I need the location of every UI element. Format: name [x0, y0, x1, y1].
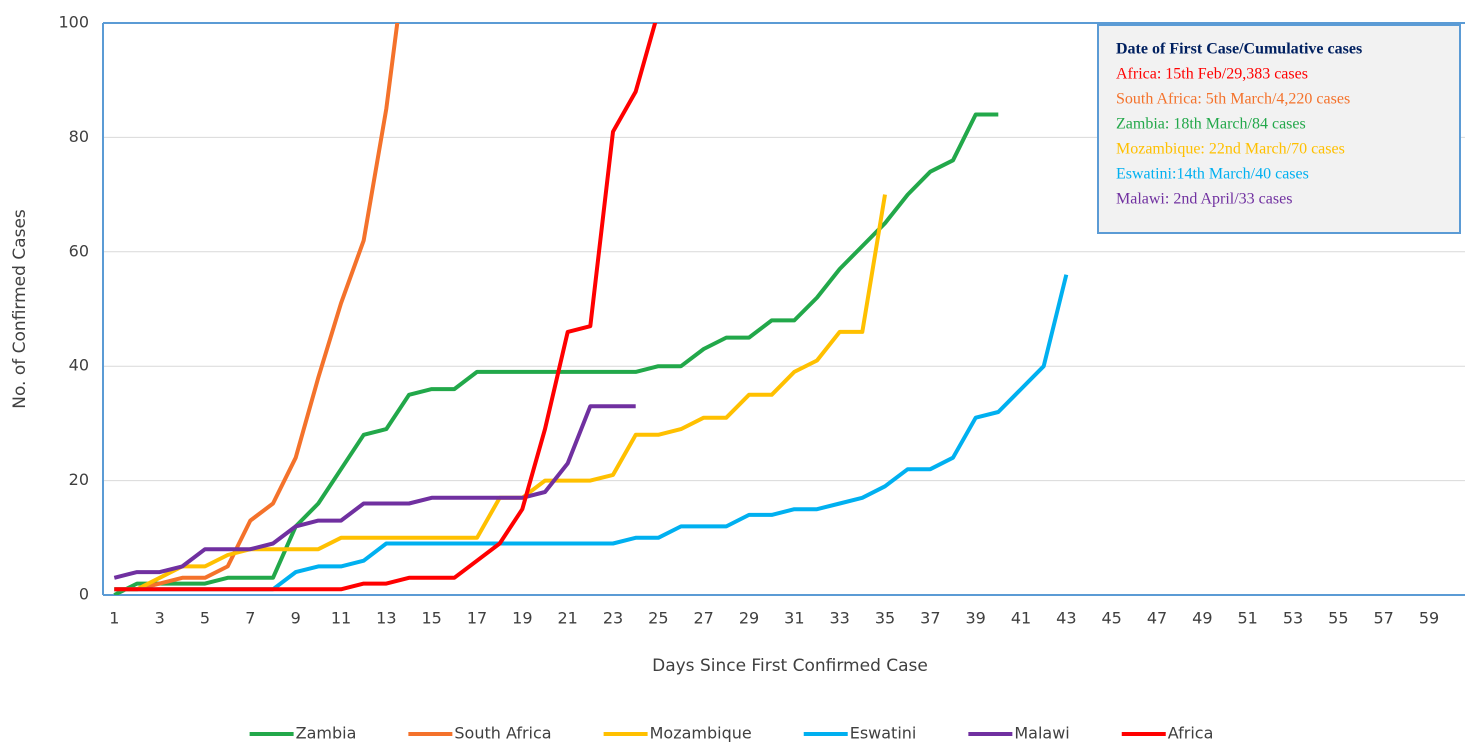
x-tick-label: 57: [1373, 609, 1393, 628]
series-line: [114, 194, 887, 592]
x-tick-label: 17: [467, 609, 487, 628]
series-line: [113, 404, 636, 580]
legend-label: Mozambique: [650, 724, 752, 743]
x-tick-label: 31: [784, 609, 804, 628]
y-tick-label: 0: [79, 585, 89, 604]
x-tick-label: 25: [648, 609, 668, 628]
annotation-line: Eswatini:14th March/40 cases: [1116, 166, 1309, 183]
x-tick-label: 53: [1283, 609, 1303, 628]
x-tick-label: 1: [109, 609, 119, 628]
x-tick-label: 33: [829, 609, 849, 628]
x-tick-label: 37: [920, 609, 940, 628]
x-tick-label: 9: [291, 609, 301, 628]
x-tick-label: 41: [1011, 609, 1031, 628]
x-tick-label: 21: [557, 609, 577, 628]
x-tick-label: 51: [1237, 609, 1257, 628]
series-line: [113, 112, 999, 595]
x-tick-label: 23: [603, 609, 623, 628]
x-tick-label: 55: [1328, 609, 1348, 628]
annotation-line: Malawi: 2nd April/33 cases: [1116, 191, 1292, 208]
y-tick-label: 60: [69, 241, 89, 260]
x-tick-label: 7: [245, 609, 255, 628]
x-tick-label: 5: [200, 609, 210, 628]
y-axis-label: No. of Confirmed Cases: [10, 209, 30, 409]
x-tick-label: 43: [1056, 609, 1076, 628]
y-tick-label: 40: [69, 356, 89, 375]
x-tick-label: 27: [693, 609, 713, 628]
x-tick-label: 45: [1101, 609, 1121, 628]
legend-label: South Africa: [454, 724, 551, 743]
x-tick-label: 19: [512, 609, 532, 628]
annotation-line: Zambia: 18th March/84 cases: [1116, 116, 1306, 133]
x-tick-label: 3: [155, 609, 165, 628]
x-tick-label: 47: [1147, 609, 1167, 628]
legend-label: Eswatini: [850, 724, 917, 743]
x-tick-label: 35: [875, 609, 895, 628]
legend-label: Zambia: [296, 724, 357, 743]
annotation-box: [1097, 24, 1461, 234]
legend-label: Africa: [1168, 724, 1214, 743]
series-line: [114, 23, 400, 592]
y-tick-label: 100: [58, 13, 89, 32]
plot-area: [113, 23, 1069, 595]
annotation-line: Africa: 15th Feb/29,383 cases: [1116, 66, 1308, 83]
x-tick-label: 29: [739, 609, 759, 628]
y-tick-label: 20: [69, 470, 89, 489]
annotation-line: South Africa: 5th March/4,220 cases: [1116, 91, 1350, 108]
y-tick-label: 80: [69, 127, 89, 146]
x-tick-label: 49: [1192, 609, 1212, 628]
x-tick-label: 11: [331, 609, 351, 628]
legend-label: Malawi: [1014, 724, 1069, 743]
annotation-line: Mozambique: 22nd March/70 cases: [1116, 141, 1345, 158]
x-tick-label: 59: [1419, 609, 1439, 628]
series-line: [114, 23, 658, 592]
x-axis-label: Days Since First Confirmed Case: [652, 656, 928, 676]
x-tick-label: 39: [965, 609, 985, 628]
x-tick-label: 15: [421, 609, 441, 628]
annotation-title: Date of First Case/Cumulative cases: [1116, 41, 1362, 58]
x-tick-label: 13: [376, 609, 396, 628]
